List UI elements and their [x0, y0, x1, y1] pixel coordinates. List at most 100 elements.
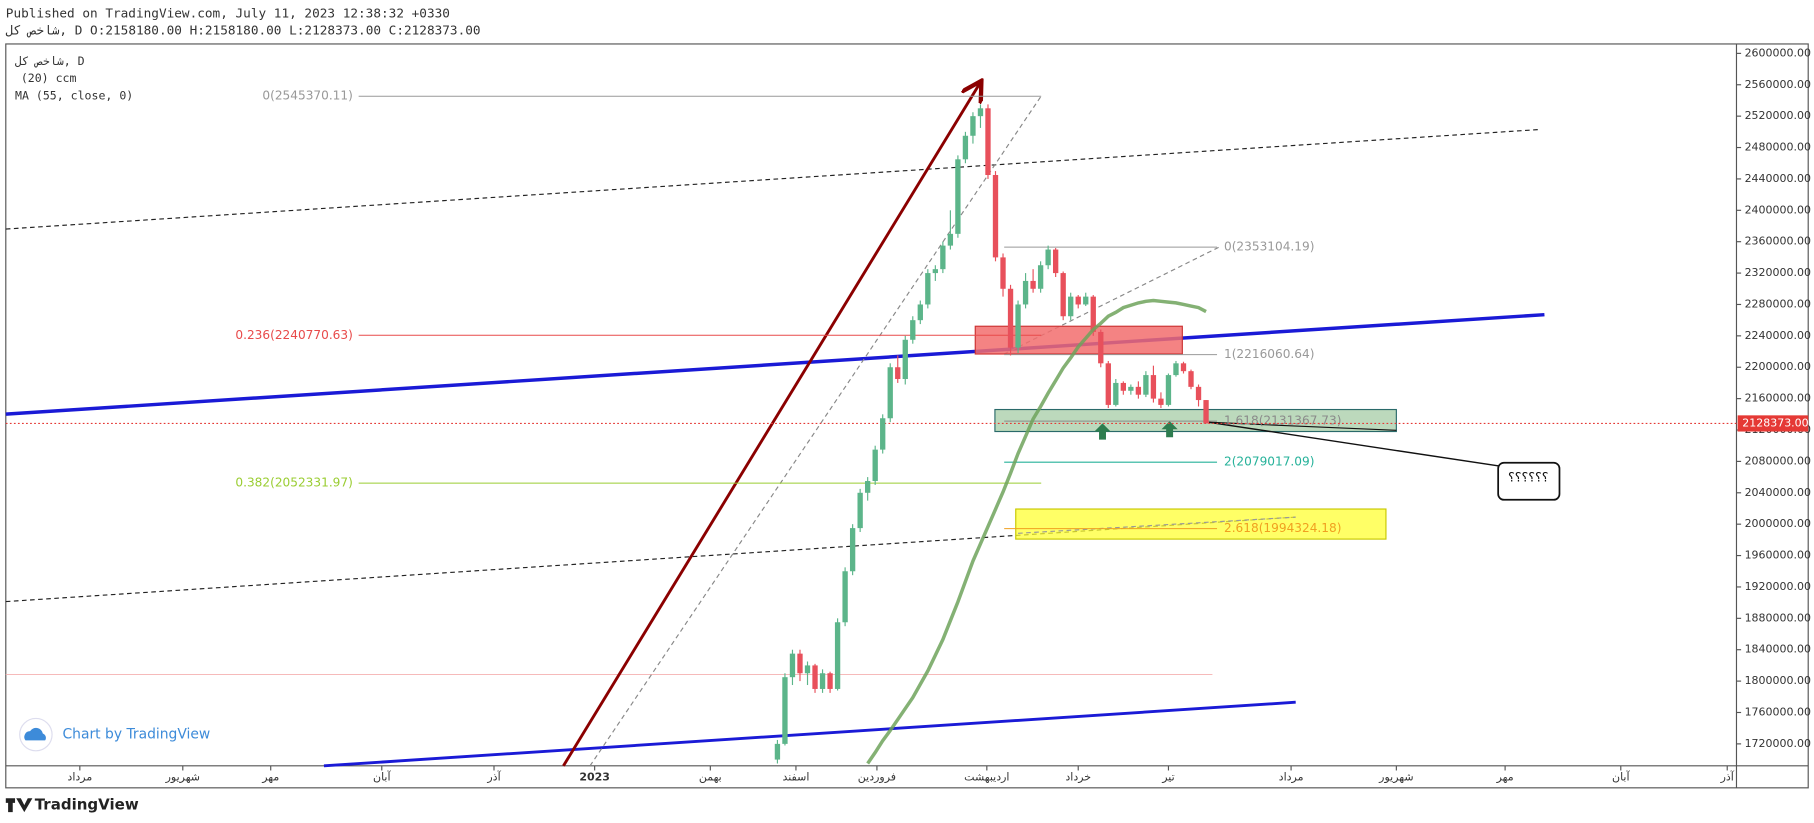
y-tick-label: 2560000.00: [1745, 78, 1811, 91]
callout-text: ؟؟؟؟؟؟: [1508, 469, 1549, 484]
last-price-box: [1737, 415, 1809, 432]
candle-body: [1165, 375, 1172, 405]
fib-label: 1(2216060.64): [1224, 347, 1314, 361]
fib-trend: [589, 95, 1042, 767]
fib-label: 2(2079017.09): [1224, 455, 1314, 469]
fib-label: 0(2353104.19): [1224, 240, 1314, 254]
candle-body: [1075, 296, 1081, 305]
watermark: Chart by TradingView: [62, 727, 210, 743]
x-tick-label: مرداد: [1279, 770, 1304, 783]
candle-body: [1128, 386, 1134, 391]
y-tick-label: 1880000.00: [1745, 611, 1811, 624]
candle-body: [932, 269, 939, 274]
y-tick-label: 2360000.00: [1745, 235, 1811, 248]
y-tick-label: 2000000.00: [1745, 517, 1811, 530]
candle-body: [849, 528, 856, 572]
legend-item: (20) ccm: [21, 71, 77, 85]
candle-body: [895, 367, 901, 380]
callout-pointer: [1208, 421, 1397, 431]
candle-body: [1068, 296, 1074, 317]
candle-body: [1180, 363, 1187, 372]
candle-body: [1158, 398, 1164, 405]
x-tick-label: تیر: [1161, 770, 1174, 783]
y-tick-label: 2280000.00: [1745, 297, 1811, 310]
candle-body: [947, 233, 954, 246]
y-tick-label: 1760000.00: [1745, 705, 1811, 718]
published-line: Published on TradingView.com, July 11, 2…: [6, 5, 450, 20]
logo-icon: [5, 798, 33, 813]
candle-body: [1173, 363, 1179, 376]
fib-label: 1.618(2131367.73): [1224, 414, 1341, 428]
legend: شاخص کل, D (20) ccm MA (55, close, 0): [15, 54, 133, 103]
y-tick-label: 1840000.00: [1745, 643, 1811, 656]
y-tick-label: 2600000.00: [1745, 46, 1811, 59]
candle-body: [977, 108, 984, 117]
candle-body: [789, 653, 796, 678]
y-tick-label: 1920000.00: [1745, 580, 1811, 593]
candle-body: [827, 673, 833, 689]
candle-body: [1203, 400, 1209, 424]
y-tick-label: 2200000.00: [1745, 360, 1811, 373]
candle-body: [887, 367, 893, 419]
x-tick-label: مهر: [1496, 770, 1514, 783]
candle-body: [1120, 382, 1126, 391]
candle-body: [1143, 375, 1149, 395]
legend-item: شاخص کل, D: [15, 54, 85, 69]
y-tick-label: 2320000.00: [1745, 266, 1811, 279]
x-tick-label: 2023: [579, 770, 610, 783]
callout-box: [1497, 461, 1561, 501]
candle-body: [842, 571, 848, 623]
candle-body: [955, 159, 961, 234]
candle-body: [804, 665, 811, 674]
frame: [5, 43, 1809, 789]
candle-body: [1060, 273, 1066, 317]
candle-body: [857, 492, 863, 529]
x-tick-label: شهریور: [1378, 770, 1413, 783]
callout-pointer: [1208, 421, 1501, 467]
candle-body: [782, 677, 788, 744]
up-arrow: [1094, 423, 1111, 440]
candle-body: [797, 653, 803, 674]
trendline: [5, 312, 1545, 416]
candle-body: [985, 108, 991, 175]
candle-body: [1090, 296, 1096, 332]
fib-trend: [1018, 516, 1296, 534]
arrow: [562, 83, 979, 767]
candle-body: [1195, 386, 1202, 401]
candle-body: [865, 481, 871, 493]
candle-body: [1022, 280, 1029, 305]
plot: ؟؟؟؟؟؟ 0(2545370.11) 0.236(2240770.63) 0.3…: [5, 83, 1737, 768]
fib-label: 0.236(2240770.63): [235, 328, 352, 342]
candle-body: [925, 273, 931, 305]
candle-body: [1015, 304, 1021, 348]
up-arrow: [1161, 421, 1178, 438]
candle-body: [880, 418, 886, 450]
fib-label: 2.618(1994324.18): [1224, 521, 1341, 535]
footer-logo: TradingView: [35, 796, 139, 814]
x-tick-label: مهر: [261, 770, 279, 783]
y-tick-label: 1720000.00: [1745, 737, 1811, 750]
y-tick-label: 1800000.00: [1745, 674, 1811, 687]
candle-body: [902, 339, 908, 380]
y-tick-label: 2080000.00: [1745, 454, 1811, 467]
candle-body: [1007, 288, 1014, 348]
last-price-label: 2128373.00: [1742, 416, 1808, 429]
candle-body: [1105, 363, 1111, 405]
candle-body: [1098, 331, 1104, 364]
candle-body: [1083, 296, 1089, 305]
x-tick-label: خرداد: [1065, 770, 1091, 783]
zone-box: [1015, 508, 1387, 540]
candle-body: [917, 304, 923, 321]
candle-body: [1150, 375, 1157, 399]
x-tick-label: بهمن: [699, 770, 722, 783]
y-tick-label: 2240000.00: [1745, 329, 1811, 342]
y-tick-label: 2520000.00: [1745, 109, 1811, 122]
candle-body: [1113, 382, 1119, 405]
candle-body: [1052, 249, 1059, 274]
candle-body: [1135, 386, 1142, 395]
candle-body: [1000, 257, 1006, 289]
candle-body: [992, 174, 999, 258]
y-tick-label: 2440000.00: [1745, 172, 1811, 185]
